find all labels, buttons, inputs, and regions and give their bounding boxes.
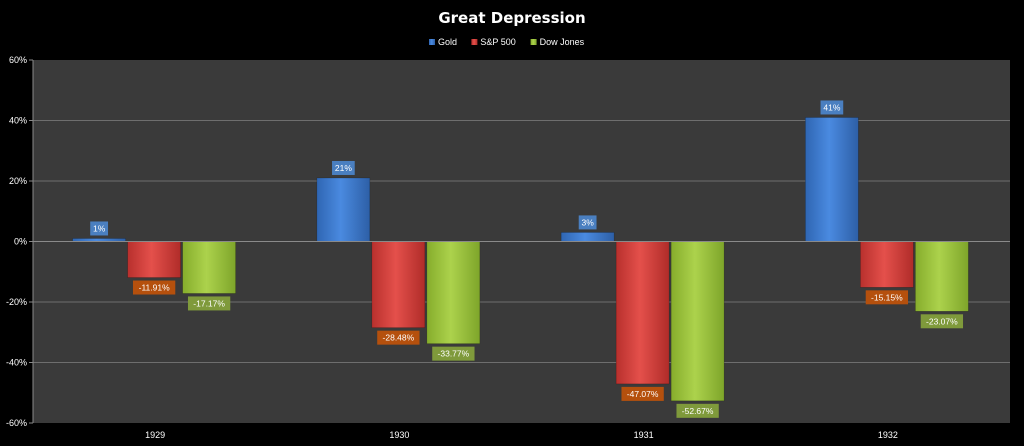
bar-s-p-500-1932 <box>860 241 914 288</box>
x-category-label-1932: 1932 <box>878 430 898 440</box>
data-label-s-p-500-1932: -15.15% <box>871 292 903 302</box>
data-label-gold-1929: 1% <box>93 223 106 233</box>
data-label-box <box>132 280 176 295</box>
data-label-dow-jones-1930: -33.77% <box>438 349 470 359</box>
legend-label-s-p-500: S&P 500 <box>480 37 515 47</box>
data-label-box <box>621 386 664 401</box>
bar-gold-1930 <box>316 177 371 242</box>
y-tick-label: -60% <box>6 418 27 428</box>
legend-swatch-dow-jones <box>530 39 537 45</box>
data-label-dow-jones-1931: -52.67% <box>682 406 714 416</box>
x-category-label-1930: 1930 <box>389 430 409 440</box>
y-tick-label: -20% <box>6 297 27 307</box>
data-label-box <box>90 221 109 236</box>
x-category-label-1931: 1931 <box>634 430 654 440</box>
y-tick-label: 0% <box>14 237 27 247</box>
bar-dow-jones-1929 <box>182 241 236 294</box>
bars <box>72 117 969 402</box>
x-axis: 1929 1930 1931 1932 <box>33 241 1010 440</box>
data-label-box <box>187 296 231 311</box>
data-label-s-p-500-1931: -47.07% <box>627 389 659 399</box>
bar-s-p-500-1931 <box>615 241 670 385</box>
data-label-box <box>920 314 964 329</box>
y-tick-label: 40% <box>9 116 27 126</box>
data-label-dow-jones-1929: -17.17% <box>193 298 225 308</box>
legend: Gold S&P 500 Dow Jones <box>429 37 585 47</box>
data-label-box <box>432 346 475 361</box>
legend-label-dow-jones: Dow Jones <box>540 37 585 47</box>
legend-swatch-s-p-500 <box>471 39 478 45</box>
data-label-s-p-500-1930: -28.48% <box>383 333 415 343</box>
data-label-gold-1932: 41% <box>823 102 840 112</box>
bar-s-p-500-1930 <box>371 241 426 328</box>
data-label-gold-1930: 21% <box>335 163 352 173</box>
data-label-box <box>578 215 597 230</box>
data-label-gold-1931: 3% <box>581 217 594 227</box>
data-label-box <box>676 403 719 418</box>
data-labels: 1% -11.91% -17.17% 21% -28.48% -33.77% 3% -47.0… <box>90 100 964 418</box>
y-axis: 60% 40% 20% 0% -20% -40% -60% <box>6 55 34 428</box>
data-label-box <box>332 160 355 175</box>
bar-gold-1931 <box>560 232 615 242</box>
data-label-s-p-500-1929: -11.91% <box>139 283 170 293</box>
data-label-box <box>865 290 909 305</box>
bar-s-p-500-1929 <box>127 241 181 278</box>
data-label-dow-jones-1932: -23.07% <box>926 316 958 326</box>
y-tick-label: 20% <box>9 176 27 186</box>
bar-dow-jones-1932 <box>915 241 969 312</box>
data-label-box <box>820 100 844 115</box>
bar-dow-jones-1930 <box>426 241 481 344</box>
legend-swatch-gold <box>429 39 435 45</box>
x-category-label-1929: 1929 <box>145 430 165 440</box>
bar-gold-1932 <box>805 117 859 242</box>
legend-label-gold: Gold <box>438 37 457 47</box>
chart-title: Great Depression <box>438 9 585 27</box>
y-tick-label: -40% <box>6 358 27 368</box>
y-tick-label: 60% <box>9 55 27 65</box>
bar-dow-jones-1931 <box>670 241 725 402</box>
data-label-box <box>377 330 420 345</box>
